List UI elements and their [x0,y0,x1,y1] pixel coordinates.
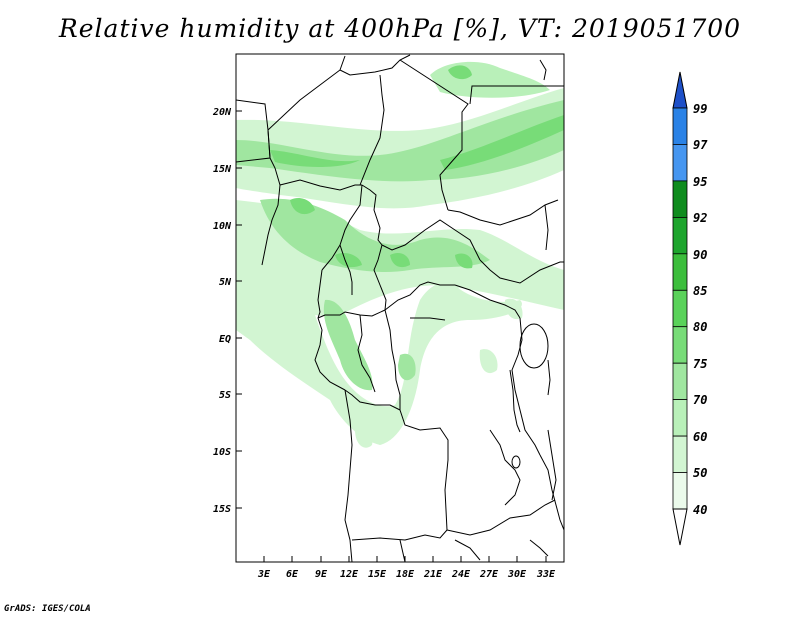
colorbar-label: 90 [693,248,707,262]
colorbar-boxes [672,107,688,510]
humidity-band-north [236,88,564,209]
lon-label: 24E [451,569,471,580]
colorbar-label: 80 [693,320,707,334]
lon-label: 12E [340,569,359,580]
colorbar-bottom-arrow [672,508,688,546]
lon-label: 18E [396,569,415,580]
colorbar-box [672,326,688,364]
lon-label: 15E [368,569,387,580]
humidity-blob-ne [430,61,550,98]
humidity-west-coast [236,265,522,445]
grads-credit: GrADS: IGES/COLA [4,604,91,614]
humidity-band-north-core [270,115,564,170]
colorbar-label: 60 [693,430,707,444]
lon-label: 6E [286,569,299,580]
colorbar-box [672,143,688,182]
lat-label: 10N [213,221,232,232]
colorbar-label: 70 [693,393,707,407]
lon-label: 3E [257,569,271,580]
colorbar-box [672,472,688,510]
lat-ticks [236,110,242,509]
colorbar-box [672,253,688,291]
colorbar-label: 40 [693,503,707,517]
lon-label: 33E [536,569,556,580]
lon-labels: 3E 6E 9E 12E 15E 18E 21E 24E 27E 30E 33E [257,569,556,580]
colorbar-box [672,180,688,218]
colorbar-label: 92 [693,211,707,225]
colorbar: 99 97 95 92 90 85 80 75 70 60 50 40 [672,71,708,546]
colorbar-box [672,216,688,255]
lon-ticks [263,556,547,562]
colorbar-label: 50 [693,466,707,480]
colorbar-box [672,362,688,401]
lat-label: EQ [219,334,231,345]
map-frame [235,53,565,563]
colorbar-label: 95 [693,175,707,189]
lat-label: 15S [213,504,231,515]
lon-label: 30E [507,569,527,580]
colorbar-label: 85 [693,284,707,298]
colorbar-label: 75 [693,357,707,371]
lat-label: 5N [219,277,232,288]
lat-label: 10S [213,447,231,458]
humidity-shading [236,61,564,448]
lakes [410,59,557,501]
lon-label: 9E [315,569,328,580]
humidity-belt-central-inner [260,198,490,273]
map-borders [236,54,564,562]
chart-title: Relative humidity at 400hPa [%], VT: 201… [58,14,742,43]
colorbar-box [672,289,688,328]
humidity-congo-core [323,299,416,391]
lat-label: 15N [213,164,232,175]
colorbar-box [672,107,688,145]
lat-labels: 20N 15N 10N 5N EQ 5S 10S 15S [212,107,232,515]
lon-label: 21E [423,569,443,580]
lon-label: 27E [479,569,499,580]
colorbar-top-arrow [672,71,688,109]
colorbar-box [672,399,688,437]
colorbar-box [672,435,688,474]
colorbar-labels: 99 97 95 92 90 85 80 75 70 60 50 40 [693,102,708,517]
lat-label: 5S [219,390,231,401]
humidity-blob-ne-core [448,65,472,80]
colorbar-label: 99 [693,102,707,116]
humidity-belt-central-core [290,198,473,269]
colorbar-label: 97 [693,138,708,152]
lat-label: 20N [212,107,232,118]
